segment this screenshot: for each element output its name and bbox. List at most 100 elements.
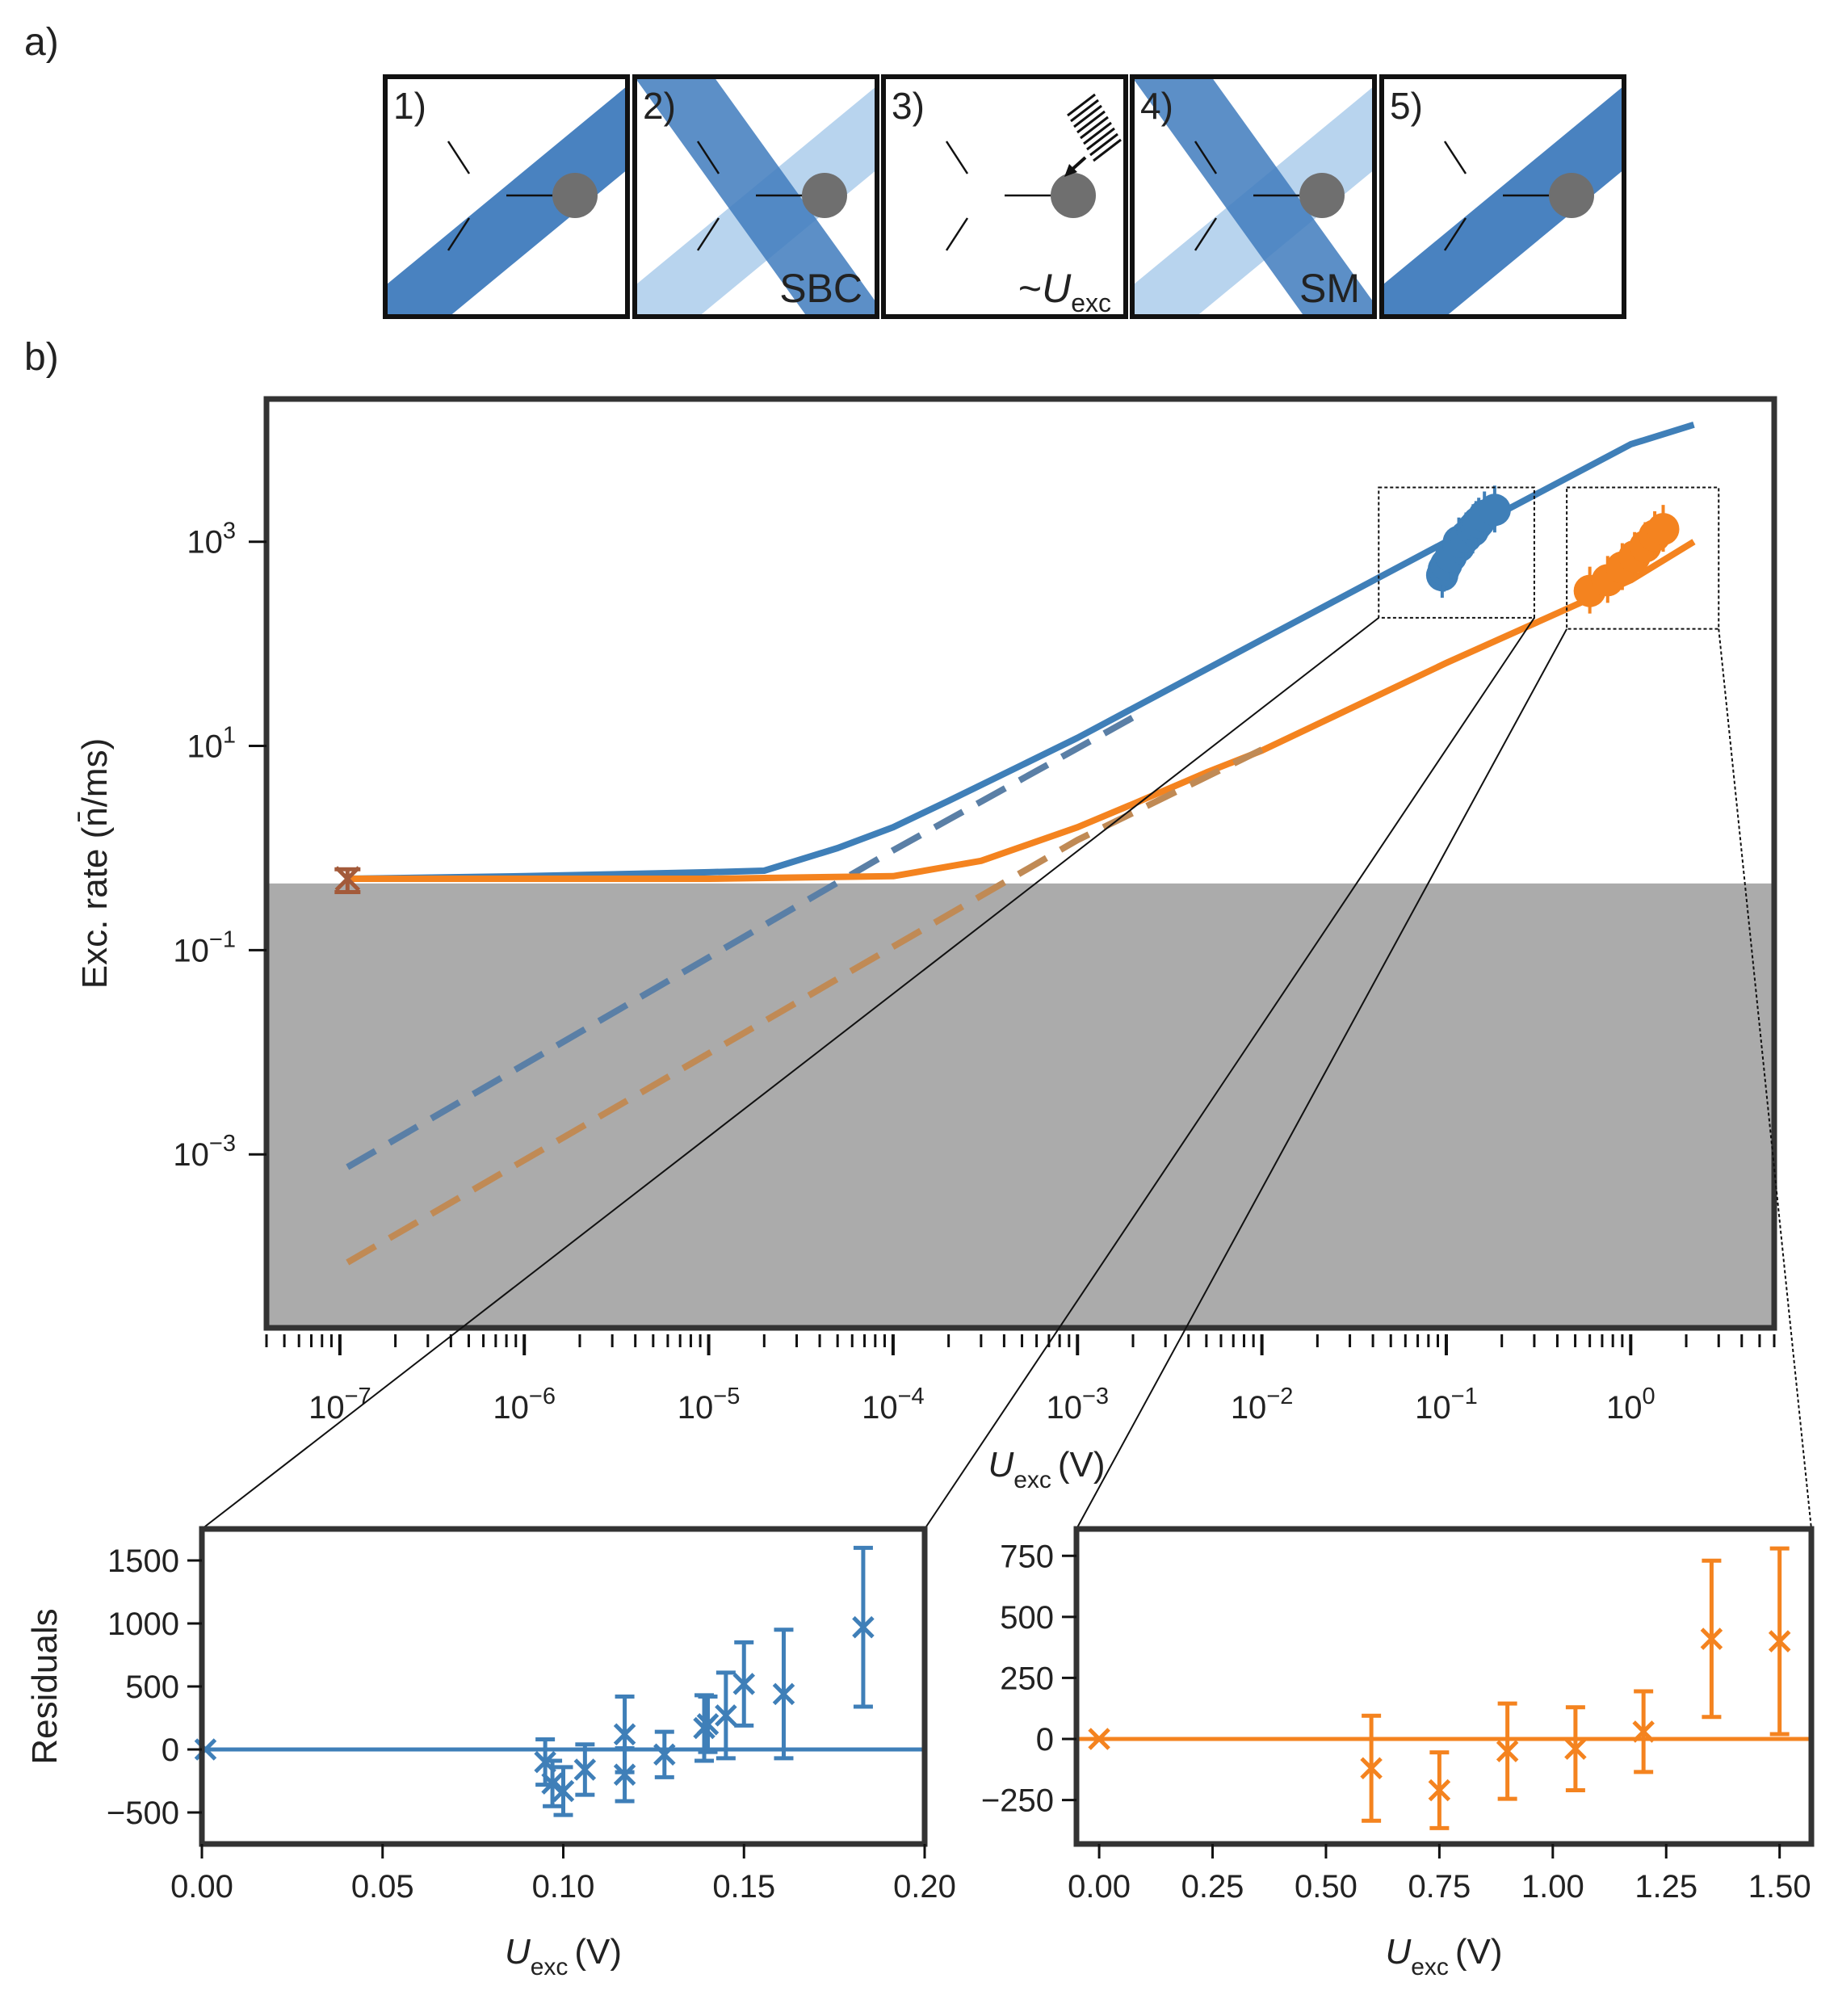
residual-x-tick-label: 0.00	[170, 1869, 233, 1905]
caption-prefix: ~	[1018, 266, 1042, 311]
data-point	[1478, 494, 1511, 527]
residual-marker	[573, 1758, 597, 1781]
step-caption: ~Uexc	[1018, 266, 1111, 317]
step-3-box: 3) ~Uexc	[881, 74, 1128, 319]
coil-winding	[1067, 93, 1096, 117]
tick-base: 10	[493, 1390, 529, 1426]
tick-exponent: −2	[1266, 1384, 1293, 1409]
step-content	[1382, 77, 1624, 317]
tick-exponent: 1	[223, 723, 236, 749]
step-content	[635, 77, 877, 317]
residual-marker	[613, 1723, 636, 1746]
residual-marker	[552, 1779, 575, 1803]
electrode-upper	[1194, 141, 1218, 174]
x-tick-label: 10−3	[1046, 1384, 1109, 1426]
tick-exponent: −4	[898, 1384, 925, 1409]
main-plot: 10−7 10−6 10−5 10−4 10−3 10−2 10−1 10010310110−…	[75, 396, 1777, 1493]
ion	[1299, 173, 1345, 218]
zoom-connector-2	[924, 617, 1535, 1530]
residual-marker	[1632, 1720, 1655, 1743]
step-1-box: 1)	[383, 74, 630, 319]
x-tick-label: 10−1	[1415, 1384, 1478, 1426]
electrode-lower	[447, 217, 471, 251]
zoom-connector-4	[1718, 628, 1812, 1530]
zoom-box-1	[1378, 486, 1535, 619]
residual-x-tick-label: 1.00	[1521, 1869, 1584, 1905]
residual-y-tick-label: 1000	[107, 1606, 179, 1642]
tick-exponent: −6	[529, 1384, 556, 1409]
residuals-blue-plot: 0.00 0.05 0.10 0.15 0.20 1500 1000 500 0 −500 Uexc…	[25, 1526, 956, 1980]
tick-exponent: 3	[223, 519, 236, 544]
axis-title-var: U	[988, 1445, 1013, 1485]
residual-marker	[696, 1713, 720, 1736]
tick-base: 10	[678, 1390, 714, 1426]
laser-beam-dark	[635, 77, 877, 317]
tick-base: 10	[187, 525, 223, 561]
residual-y-tick-label: 250	[1000, 1661, 1054, 1696]
residual-marker	[772, 1682, 795, 1706]
plot-frame	[263, 396, 1777, 1331]
tick-base: 10	[1415, 1390, 1451, 1426]
residual-frame	[1073, 1526, 1815, 1847]
residuals-orange-plot: 0.00 0.25 0.50 0.75 1.00 1.25 1.50 750 500 250 0 −2…	[981, 1526, 1815, 1980]
residual-y-tick-label: −250	[981, 1783, 1054, 1819]
step-2-box: 2) SBC	[632, 74, 879, 319]
y-tick-label: 101	[187, 723, 236, 765]
axis-title-sub: exc	[1411, 1954, 1449, 1980]
step-caption: SBC	[779, 266, 862, 311]
shaded-noise-region	[266, 883, 1774, 1328]
coil-winding	[1089, 132, 1118, 157]
electrode-lower	[1194, 217, 1218, 251]
step-number: 3)	[892, 85, 925, 127]
residual-x-tick-label: 0.10	[532, 1869, 595, 1905]
residual-marker	[653, 1743, 676, 1766]
step-frame	[632, 74, 879, 319]
tick-base: 10	[308, 1390, 345, 1426]
step-frame	[1379, 74, 1626, 319]
y-tick-label: 10−3	[173, 1131, 236, 1173]
residual-y-tick-label: 750	[1000, 1539, 1054, 1574]
residual-x-tick-label: 0.20	[893, 1869, 956, 1905]
step-number: 4)	[1140, 85, 1173, 127]
electrode-upper	[1443, 141, 1467, 174]
step-content	[1132, 77, 1374, 317]
zoom-connector-lines	[201, 617, 1812, 1530]
laser-beam	[1382, 86, 1624, 317]
tick-exponent: −1	[1451, 1384, 1478, 1409]
zoom-box-2	[1566, 486, 1720, 630]
residual-y-tick-label: 500	[125, 1670, 179, 1705]
residual-marker	[1564, 1737, 1587, 1760]
residual-y-tick-label: 1500	[107, 1544, 179, 1579]
step-number: 5)	[1390, 85, 1423, 127]
zero-point-marker	[334, 866, 361, 892]
residual-y-tick-label: −500	[107, 1796, 179, 1831]
tick-base: 10	[187, 729, 223, 765]
ion	[552, 173, 598, 218]
laser-beam-dark	[1132, 77, 1374, 317]
tick-exponent: 0	[1642, 1384, 1655, 1409]
axis-title-var: U	[505, 1932, 531, 1972]
residual-background	[1076, 1529, 1811, 1844]
residual-x-tick-label: 1.25	[1634, 1869, 1697, 1905]
ion	[802, 173, 847, 218]
step-5-box: 5)	[1379, 74, 1626, 319]
residual-y-tick-label: 0	[1036, 1722, 1054, 1758]
step-number: 1)	[393, 85, 426, 127]
axis-title-var: U	[1385, 1932, 1411, 1972]
fit-line-3	[346, 746, 1264, 1266]
residual-marker	[613, 1763, 636, 1786]
residual-marker	[1496, 1740, 1519, 1762]
coil-winding	[1083, 121, 1112, 145]
tick-base: 10	[173, 1137, 209, 1173]
tick-base: 10	[862, 1390, 898, 1426]
zoom-connector-1	[201, 617, 1379, 1530]
tick-base: 10	[1606, 1390, 1643, 1426]
panel-a-label: a)	[24, 21, 59, 64]
x-tick-label: 10−2	[1231, 1384, 1294, 1426]
residual-marker	[194, 1738, 217, 1761]
residual-marker	[852, 1615, 875, 1639]
step-frame	[1130, 74, 1377, 319]
step-frame	[383, 74, 630, 319]
x-tick-label: 10−7	[308, 1384, 371, 1426]
